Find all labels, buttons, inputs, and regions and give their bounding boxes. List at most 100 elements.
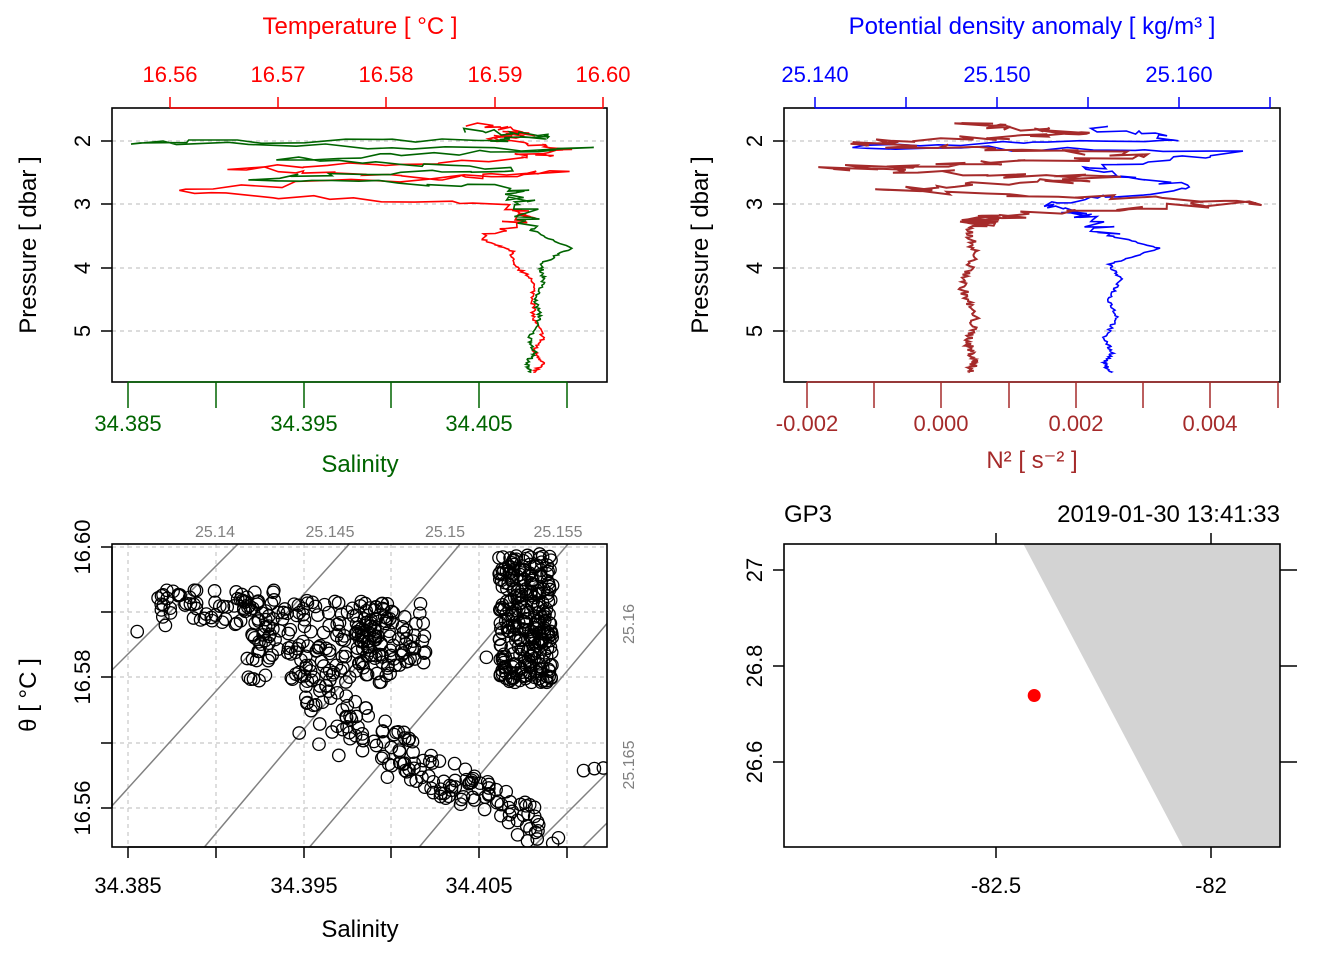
ts-point: [335, 649, 350, 664]
ts-point: [312, 737, 326, 752]
ts-point: [300, 593, 314, 608]
ts-point: [509, 666, 524, 681]
density-profile-panel: 25.140 25.150 25.160 Potential density a…: [687, 13, 1281, 474]
ts-point: [189, 596, 204, 611]
ts-point: [335, 722, 350, 737]
ts-point: [280, 606, 295, 621]
ts-point: [418, 645, 433, 659]
ts-point: [505, 804, 520, 819]
ts-point: [504, 640, 519, 655]
ts-point: [370, 666, 384, 681]
ts-point: [448, 780, 463, 794]
ts-point: [344, 712, 359, 727]
density-tick-label: 25.150: [963, 62, 1030, 87]
ts-point: [284, 670, 299, 685]
density-profile-line: [852, 125, 1244, 374]
ts-point: [535, 549, 550, 564]
ts-point: [492, 550, 506, 565]
ts-point: [166, 584, 180, 599]
ts-point: [361, 708, 376, 723]
latitude-tick-label: 26.8: [742, 645, 767, 688]
ts-point: [189, 601, 204, 616]
ts-point: [527, 630, 542, 645]
ts-point: [308, 599, 323, 614]
station-name: GP3: [784, 501, 832, 528]
ts-point: [351, 656, 366, 671]
ts-point: [516, 605, 530, 619]
ts-point: [493, 668, 508, 683]
ts-point: [479, 650, 494, 665]
ts-point: [576, 763, 591, 778]
ts-point: [542, 664, 557, 678]
n2-tick-label: 0.004: [1182, 411, 1237, 436]
temperature-axis-title: Temperature [ °C ]: [263, 13, 458, 40]
pressure-axis-right-panel: [773, 140, 784, 332]
ts-point: [207, 584, 222, 598]
ts-point: [363, 643, 377, 658]
temperature-tick-label: 16.59: [467, 62, 522, 87]
ts-point: [413, 596, 428, 611]
ts-point: [417, 780, 432, 795]
ts-point: [258, 619, 273, 634]
ts-point: [305, 595, 320, 610]
ts-point: [477, 802, 492, 817]
salinity-tick-label: 34.405: [445, 873, 512, 898]
ts-point: [394, 643, 409, 658]
salinity-axis-title: Salinity: [321, 451, 398, 478]
ts-point: [503, 665, 518, 680]
ts-point: [441, 789, 456, 804]
ts-point: [493, 616, 508, 631]
ts-point: [322, 618, 337, 633]
pressure-tick-label: 5: [70, 325, 95, 337]
ts-point: [392, 658, 407, 672]
ts-profile-frame: [111, 107, 608, 383]
ts-point: [416, 616, 431, 630]
ts-point: [229, 616, 244, 631]
pressure-tick-label: 5: [742, 325, 767, 337]
ts-point: [506, 552, 521, 567]
ts-point: [272, 623, 287, 638]
ts-point: [299, 658, 314, 673]
n2-axis: [806, 381, 1279, 408]
ts-point: [356, 660, 371, 675]
ts-point: [343, 709, 357, 724]
ts-point: [378, 714, 393, 729]
salinity-profile-line: [130, 127, 594, 374]
ts-point: [403, 772, 418, 787]
ts-point: [215, 615, 230, 630]
ts-point: [417, 629, 432, 644]
longitude-tick-label: -82: [1195, 873, 1227, 898]
ts-point: [319, 678, 334, 693]
ts-point: [368, 630, 383, 644]
pressure-tick-label: 4: [70, 262, 95, 274]
ts-point: [459, 772, 474, 787]
temperature-tick-label: 16.56: [142, 62, 197, 87]
ts-point: [495, 652, 510, 666]
ts-point: [355, 743, 370, 758]
pressure-tick-label: 2: [742, 135, 767, 147]
density-profile-grid: [784, 140, 1280, 332]
ts-point: [467, 793, 482, 807]
latitude-tick-label: 26.6: [742, 741, 767, 784]
ts-point: [242, 598, 257, 613]
ts-point: [399, 764, 414, 779]
ts-point: [514, 642, 528, 657]
ts-point: [399, 623, 414, 638]
ts-point: [351, 620, 365, 635]
ts-point: [297, 612, 312, 627]
ts-point: [208, 608, 223, 622]
ts-point: [291, 598, 306, 613]
ts-diagram-x-title: Salinity: [321, 916, 398, 943]
ts-point: [532, 586, 547, 601]
ts-point: [502, 602, 517, 617]
n2-tick-label: 0.002: [1048, 411, 1103, 436]
salinity-tick-label: 34.395: [270, 873, 337, 898]
ts-point: [524, 576, 538, 590]
ts-point: [342, 670, 357, 685]
ts-point: [252, 673, 266, 688]
ts-point: [533, 632, 548, 646]
ts-point: [529, 617, 544, 632]
temperature-profile-line: [179, 122, 573, 374]
ts-point: [355, 727, 370, 741]
